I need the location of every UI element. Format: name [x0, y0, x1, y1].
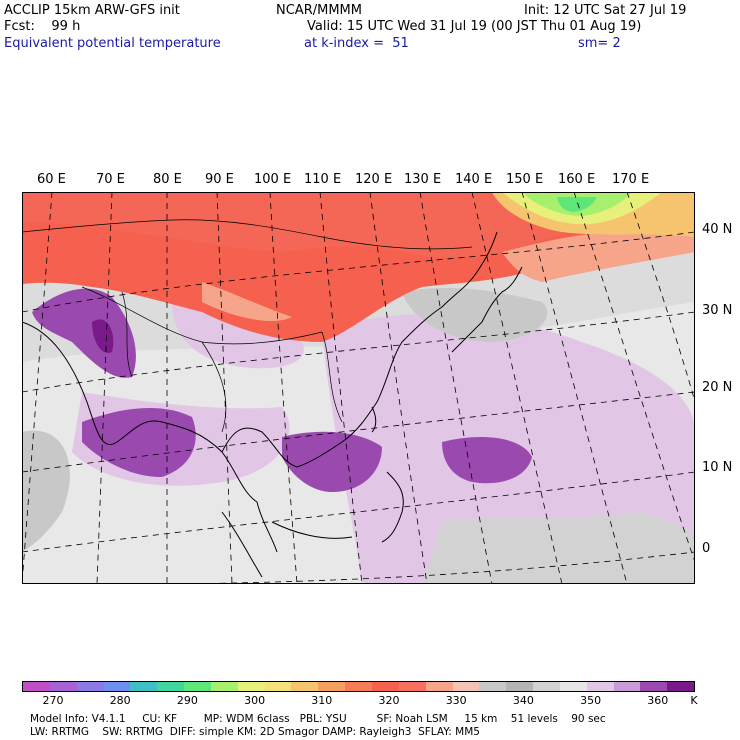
grey-patch-arabian	[22, 430, 70, 552]
field-name: Equivalent potential temperature	[4, 36, 221, 51]
colorbar-swatch	[533, 682, 560, 691]
salmon-patch-tibet	[202, 282, 292, 322]
lat-label: 10 N	[702, 460, 733, 475]
deep-purple-core	[92, 319, 114, 353]
colorbar-swatch	[157, 682, 185, 691]
colorbar-swatch	[345, 682, 372, 691]
map-field-svg	[22, 192, 695, 584]
lon-label: 110 E	[304, 172, 342, 187]
colorbar-tick-label: 310	[311, 694, 333, 707]
salmon-transition	[502, 232, 695, 282]
colorbar-swatch	[49, 682, 77, 691]
colorbar-swatch	[479, 682, 507, 691]
lon-label: 90 E	[205, 172, 234, 187]
colorbar-swatch	[103, 682, 131, 691]
colorbar-swatch	[237, 682, 265, 691]
colorbar-tick-label: 280	[109, 694, 131, 707]
model-info-line1: Model Info: V4.1.1 CU: KF MP: WDM 6class…	[30, 713, 606, 725]
colorbar-swatch	[398, 682, 426, 691]
lon-label: 160 E	[558, 172, 596, 187]
purple-core-philippine-sea	[442, 437, 532, 484]
lon-label: 150 E	[506, 172, 544, 187]
lon-label: 170 E	[612, 172, 650, 187]
colorbar-swatch	[210, 682, 238, 691]
lon-label: 80 E	[153, 172, 182, 187]
colorbar-swatch	[76, 682, 104, 691]
colorbar-swatch	[184, 682, 211, 691]
map-panel	[22, 192, 695, 584]
colorbar-swatch	[506, 682, 534, 691]
lon-label: 140 E	[455, 172, 493, 187]
purple-core-scs	[282, 431, 382, 492]
lat-label: 40 N	[702, 222, 733, 237]
level-index: at k-index = 51	[304, 36, 409, 51]
center-label: NCAR/MMMM	[276, 3, 362, 18]
lat-label: 30 N	[702, 303, 733, 318]
colorbar-swatch	[559, 682, 587, 691]
colorbar-tick-label: 270	[42, 694, 64, 707]
green-core-ne	[557, 197, 597, 212]
model-title: ACCLIP 15km ARW-GFS init	[4, 3, 180, 18]
coastlines	[22, 231, 523, 578]
colorbar-tick-label: 300	[244, 694, 266, 707]
colorbar-swatch	[586, 682, 614, 691]
colorbar-tick-label: 340	[512, 694, 534, 707]
grey-patch-north-pacific	[402, 287, 548, 342]
init-time: Init: 12 UTC Sat 27 Jul 19	[524, 3, 687, 18]
colorbar-unit: K	[690, 694, 698, 707]
country-borders	[22, 219, 473, 433]
colorbar-swatch	[371, 682, 399, 691]
colorbar-tick-label: 330	[445, 694, 467, 707]
lon-label: 120 E	[355, 172, 393, 187]
colorbar-swatch	[291, 682, 319, 691]
colorbar-swatch	[667, 682, 695, 691]
colorbar-swatch	[452, 682, 480, 691]
colorbar-swatch	[640, 682, 668, 691]
lon-label: 130 E	[404, 172, 442, 187]
colorbar-swatch	[23, 682, 50, 691]
forecast-hour: Fcst: 99 h	[4, 19, 81, 34]
map-frame	[22, 192, 695, 584]
graticule	[22, 192, 695, 584]
colorbar-swatch	[264, 682, 292, 691]
colorbar-swatch	[130, 682, 158, 691]
lat-label: 0	[702, 541, 711, 556]
colorbar-swatch	[425, 682, 453, 691]
lilac-field-himalaya	[172, 302, 304, 369]
grey-patch-south	[422, 512, 695, 584]
model-info-line2: LW: RRTMG SW: RRTMG DIFF: simple KM: 2D …	[30, 726, 480, 738]
purple-core-north-india	[32, 288, 136, 378]
smoothing: sm= 2	[578, 36, 621, 51]
colorbar-tick-label: 350	[580, 694, 602, 707]
colorbar	[22, 681, 695, 692]
colorbar-swatch	[318, 682, 346, 691]
lat-label: 20 N	[702, 380, 733, 395]
colorbar-swatch	[613, 682, 641, 691]
lon-label: 60 E	[37, 172, 66, 187]
lon-label: 100 E	[254, 172, 292, 187]
colorbar-tick-label: 360	[647, 694, 669, 707]
colorbar-tick-label: 320	[378, 694, 400, 707]
valid-time: Valid: 15 UTC Wed 31 Jul 19 (00 JST Thu …	[307, 19, 642, 34]
lon-label: 70 E	[96, 172, 125, 187]
colorbar-tick-label: 290	[176, 694, 198, 707]
